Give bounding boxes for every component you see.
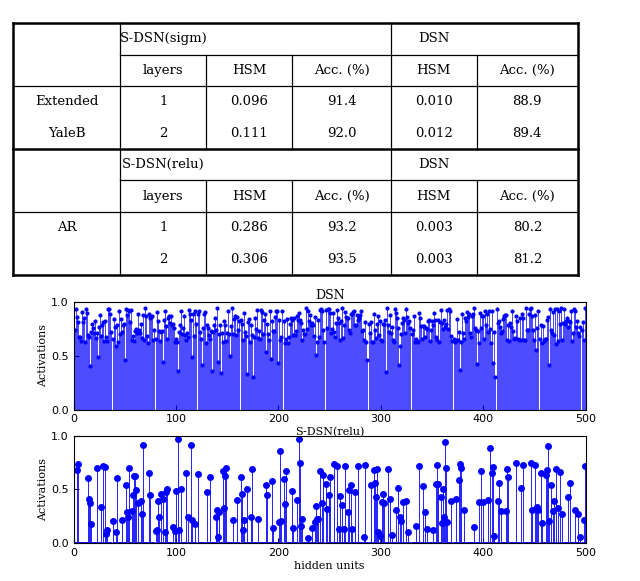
Text: DSN: DSN <box>418 158 449 171</box>
Text: S-DSN(relu): S-DSN(relu) <box>122 158 205 171</box>
Text: Acc. (%): Acc. (%) <box>499 64 556 77</box>
Text: 0.096: 0.096 <box>230 95 268 108</box>
Text: 80.2: 80.2 <box>513 221 542 234</box>
Y-axis label: Activations: Activations <box>38 458 49 521</box>
Text: Acc. (%): Acc. (%) <box>314 189 369 203</box>
Text: 91.4: 91.4 <box>327 95 356 108</box>
Text: 81.2: 81.2 <box>513 253 542 266</box>
Title: DSN: DSN <box>315 289 344 302</box>
Text: HSM: HSM <box>417 189 451 203</box>
Text: HSM: HSM <box>417 64 451 77</box>
Text: 92.0: 92.0 <box>327 127 356 140</box>
Text: 0.003: 0.003 <box>415 253 452 266</box>
Text: Extended: Extended <box>35 95 99 108</box>
Text: 89.4: 89.4 <box>513 127 542 140</box>
Text: 93.2: 93.2 <box>326 221 356 234</box>
Text: 0.012: 0.012 <box>415 127 452 140</box>
Text: 93.5: 93.5 <box>326 253 356 266</box>
Text: 88.9: 88.9 <box>513 95 542 108</box>
Text: 0.111: 0.111 <box>230 127 268 140</box>
Text: Acc. (%): Acc. (%) <box>314 64 369 77</box>
Text: 1: 1 <box>159 95 168 108</box>
Text: layers: layers <box>143 64 184 77</box>
X-axis label: S-DSN(relu): S-DSN(relu) <box>295 427 364 437</box>
Text: 0.003: 0.003 <box>415 221 452 234</box>
Text: 2: 2 <box>159 127 168 140</box>
Y-axis label: Activations: Activations <box>38 324 49 388</box>
Text: Acc. (%): Acc. (%) <box>499 189 556 203</box>
Text: HSM: HSM <box>232 64 266 77</box>
Text: 0.306: 0.306 <box>230 253 268 266</box>
Text: 1: 1 <box>159 221 168 234</box>
Text: 0.286: 0.286 <box>230 221 268 234</box>
X-axis label: hidden units: hidden units <box>294 561 365 571</box>
Text: 2: 2 <box>159 253 168 266</box>
Text: YaleB: YaleB <box>48 127 85 140</box>
Text: 0.010: 0.010 <box>415 95 452 108</box>
Text: layers: layers <box>143 189 184 203</box>
Text: HSM: HSM <box>232 189 266 203</box>
Text: DSN: DSN <box>418 33 449 45</box>
Text: S-DSN(sigm): S-DSN(sigm) <box>120 33 207 45</box>
Text: AR: AR <box>57 221 76 234</box>
